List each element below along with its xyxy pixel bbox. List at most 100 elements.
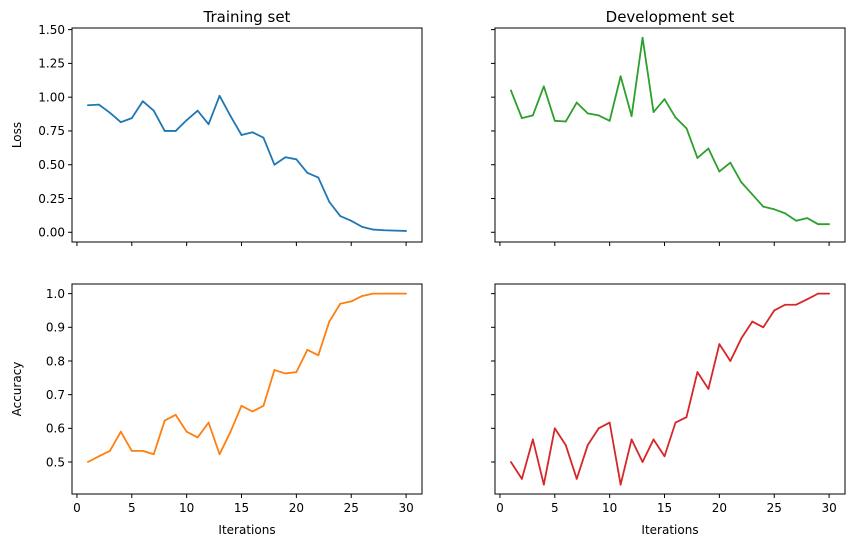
data-point — [383, 292, 386, 295]
axes-frame — [494, 283, 846, 495]
data-point — [773, 208, 776, 211]
data-point — [361, 295, 364, 297]
data-point — [284, 156, 287, 159]
data-point — [608, 119, 611, 122]
data-point — [350, 219, 353, 222]
data-point — [641, 461, 644, 463]
data-point — [328, 200, 331, 203]
data-point — [361, 225, 364, 228]
data-point — [130, 117, 133, 120]
y-tick-label: 0.25 — [38, 192, 65, 206]
data-point — [229, 115, 232, 117]
data-point — [87, 461, 89, 463]
y-tick-label: 0.00 — [38, 226, 65, 240]
data-point — [240, 134, 243, 136]
data-point — [196, 436, 199, 439]
data-point — [696, 157, 699, 159]
x-tick-label: 30 — [398, 501, 413, 515]
data-point — [729, 161, 732, 164]
data-point — [751, 193, 754, 196]
x-tick-label: 25 — [767, 501, 782, 515]
data-point — [553, 119, 556, 122]
data-point — [531, 114, 534, 117]
data-point — [630, 115, 633, 117]
panel-title: Development set — [606, 8, 735, 26]
data-point — [685, 127, 688, 130]
x-tick-label: 0 — [73, 501, 81, 515]
data-point — [273, 163, 276, 166]
axes-frame — [71, 27, 423, 243]
x-tick-label: 25 — [344, 501, 359, 515]
data-point — [108, 450, 111, 452]
data-point — [564, 444, 567, 447]
data-point — [784, 212, 787, 215]
x-tick-label: 0 — [496, 501, 504, 515]
y-tick-label: 1.0 — [46, 287, 65, 301]
data-point — [663, 98, 666, 101]
data-point — [317, 354, 320, 357]
data-point — [306, 348, 309, 351]
x-tick-label: 20 — [289, 501, 304, 515]
data-point — [542, 85, 545, 88]
data-point — [108, 111, 111, 114]
data-point — [119, 430, 122, 433]
data-point — [185, 119, 188, 122]
data-point — [119, 121, 122, 124]
y-tick-label: 0.5 — [46, 455, 65, 469]
series-line — [87, 292, 407, 463]
data-point — [152, 453, 155, 456]
data-point — [229, 430, 232, 433]
data-point — [740, 337, 743, 340]
x-tick-label: 20 — [712, 501, 727, 515]
y-tick-label: 1.00 — [38, 90, 65, 104]
data-point — [240, 404, 243, 407]
data-point — [520, 117, 523, 120]
panel-training-accuracy: 0 5 10 15 20 25 30 0.5 0.6 0.7 0.8 0.9 1.0 Iterations… — [10, 283, 423, 537]
panel-development-accuracy: 0 5 10 15 20 25 30 Iterations — [491, 283, 846, 537]
panel-development-loss: Development set — [491, 8, 846, 246]
panel-training-loss: 0.00 0.25 0.50 0.75 1.00 1.25 1.50 Training set… — [10, 8, 423, 246]
data-point — [762, 326, 765, 329]
data-point — [141, 450, 144, 452]
data-point — [152, 109, 155, 112]
data-point — [630, 438, 633, 441]
data-point — [163, 130, 166, 132]
data-point — [608, 421, 611, 424]
x-tick-label: 15 — [234, 501, 249, 515]
data-point — [218, 453, 221, 456]
data-point — [339, 302, 342, 305]
data-point — [295, 158, 298, 161]
data-point — [218, 94, 221, 97]
data-point — [306, 171, 309, 174]
data-point — [762, 205, 765, 208]
x-tick-label: 15 — [657, 501, 672, 515]
data-point — [619, 483, 622, 486]
data-point — [520, 477, 523, 480]
data-point — [141, 100, 144, 103]
data-point — [553, 427, 556, 430]
data-point — [394, 229, 397, 232]
data-point — [586, 112, 589, 115]
data-point — [795, 303, 798, 306]
data-point — [740, 181, 743, 184]
data-point — [718, 343, 721, 346]
data-point — [564, 120, 567, 123]
data-point — [707, 147, 710, 150]
data-point — [806, 217, 809, 219]
x-axis-label: Iterations — [218, 523, 275, 537]
series-line — [510, 36, 830, 226]
data-point — [696, 371, 699, 373]
data-point — [251, 410, 254, 413]
y-tick-label: 0.8 — [46, 354, 65, 368]
axes-frame — [494, 27, 846, 243]
data-point — [586, 444, 589, 447]
panel-title: Training set — [203, 8, 291, 26]
y-tick-label: 0.50 — [38, 158, 65, 172]
data-point — [652, 438, 655, 441]
data-point — [350, 300, 353, 303]
data-point — [597, 114, 600, 117]
x-tick-label: 5 — [551, 501, 559, 515]
data-point — [262, 136, 265, 139]
data-point — [685, 416, 688, 419]
data-point — [729, 360, 732, 362]
